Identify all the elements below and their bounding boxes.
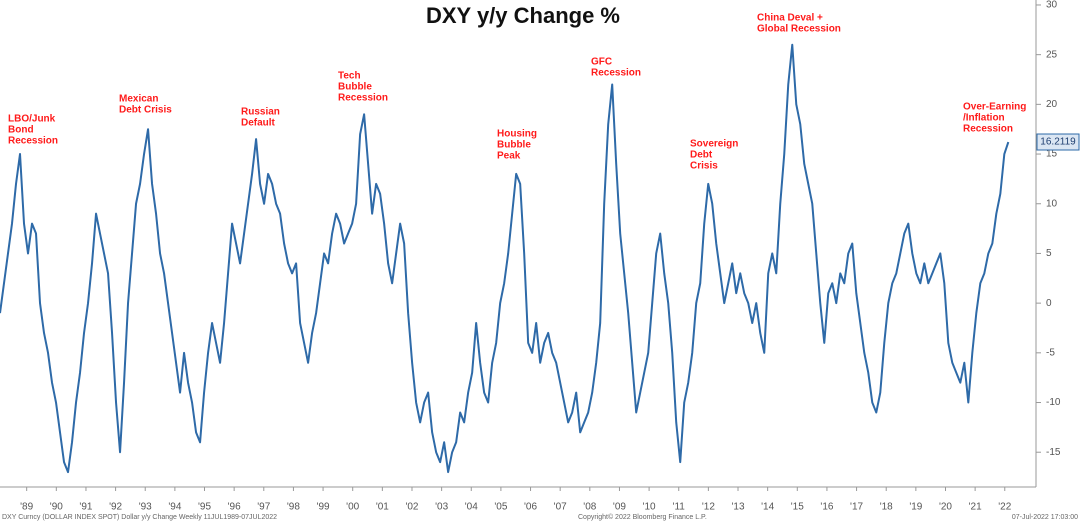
annotation: China Deval + [757,13,823,24]
x-tick-label: '17 [850,502,863,513]
annotation: Russian [241,107,280,118]
annotation: Sovereign [690,139,738,150]
x-tick-label: '14 [761,502,774,513]
y-tick-label: -10 [1046,397,1061,408]
annotation: Recession [963,124,1013,135]
annotation: Debt [690,150,713,161]
footer-source: DXY Curncy (DOLLAR INDEX SPOT) Dollar y/… [2,514,277,521]
data-line [0,43,1010,474]
x-tick-label: '16 [820,502,833,513]
annotation: Bond [8,125,34,136]
x-tick-label: '15 [791,502,804,513]
x-tick-label: '11 [673,502,686,513]
x-tick-label: '95 [198,502,211,513]
x-tick-label: '21 [969,502,982,513]
x-tick-label: '09 [613,502,626,513]
x-tick-label: '08 [583,502,596,513]
x-tick-label: '12 [702,502,715,513]
x-tick-label: '00 [346,502,359,513]
x-tick-label: '01 [376,502,389,513]
y-tick-label: 10 [1046,198,1058,209]
y-tick-label: 0 [1046,298,1052,309]
x-tick-label: '10 [643,502,656,513]
y-tick-label: 20 [1046,99,1058,110]
x-tick-label: '02 [405,502,418,513]
x-tick-label: '22 [998,502,1011,513]
annotation: /Inflation [963,113,1005,124]
x-tick-label: '19 [909,502,922,513]
last-value-label: 16.2119 [1040,137,1076,148]
annotation: Global Recession [757,24,841,35]
annotation: Peak [497,151,521,162]
x-tick-label: '18 [880,502,893,513]
x-tick-label: '96 [228,502,241,513]
annotation: Bubble [497,140,531,151]
annotation: Debt Crisis [119,105,172,116]
x-tick-label: '20 [939,502,952,513]
x-tick-label: '92 [109,502,122,513]
last-value-box [1036,133,1080,151]
x-tick-label: '90 [50,502,63,513]
annotation: GFC [591,57,612,68]
footer-timestamp: 07-Jul-2022 17:03:00 [1012,514,1078,521]
y-tick-label: 30 [1046,0,1058,11]
x-tick-label: '89 [20,502,33,513]
x-tick-label: '06 [524,502,537,513]
annotation: Default [241,118,276,129]
x-tick-label: '97 [257,502,270,513]
chart-title: DXY y/y Change % [426,3,620,28]
x-tick-label: '07 [554,502,567,513]
annotation: Recession [591,68,641,79]
x-tick-label: '99 [317,502,330,513]
x-tick-label: '93 [139,502,152,513]
annotation: Housing [497,129,537,140]
x-tick-label: '05 [494,502,507,513]
annotation: Crisis [690,161,718,172]
annotation: Bubble [338,82,372,93]
x-tick-label: '03 [435,502,448,513]
y-tick-label: 25 [1046,49,1058,60]
y-tick-label: 5 [1046,248,1052,259]
y-tick-label: 15 [1046,149,1058,160]
x-tick-label: '04 [465,502,478,513]
annotation: Tech [338,71,361,82]
footer-copyright: Copyright© 2022 Bloomberg Finance L.P. [578,513,707,521]
x-tick-label: '98 [287,502,300,513]
annotation: Recession [8,136,58,147]
annotation: LBO/Junk [8,114,56,125]
annotation: Recession [338,93,388,104]
x-tick-label: '13 [731,502,744,513]
annotation: Mexican [119,94,158,105]
y-tick-label: -5 [1046,347,1055,358]
x-tick-label: '91 [79,502,92,513]
annotation: Over-Earning [963,102,1026,113]
x-tick-label: '94 [168,502,181,513]
y-tick-label: -15 [1046,447,1061,458]
